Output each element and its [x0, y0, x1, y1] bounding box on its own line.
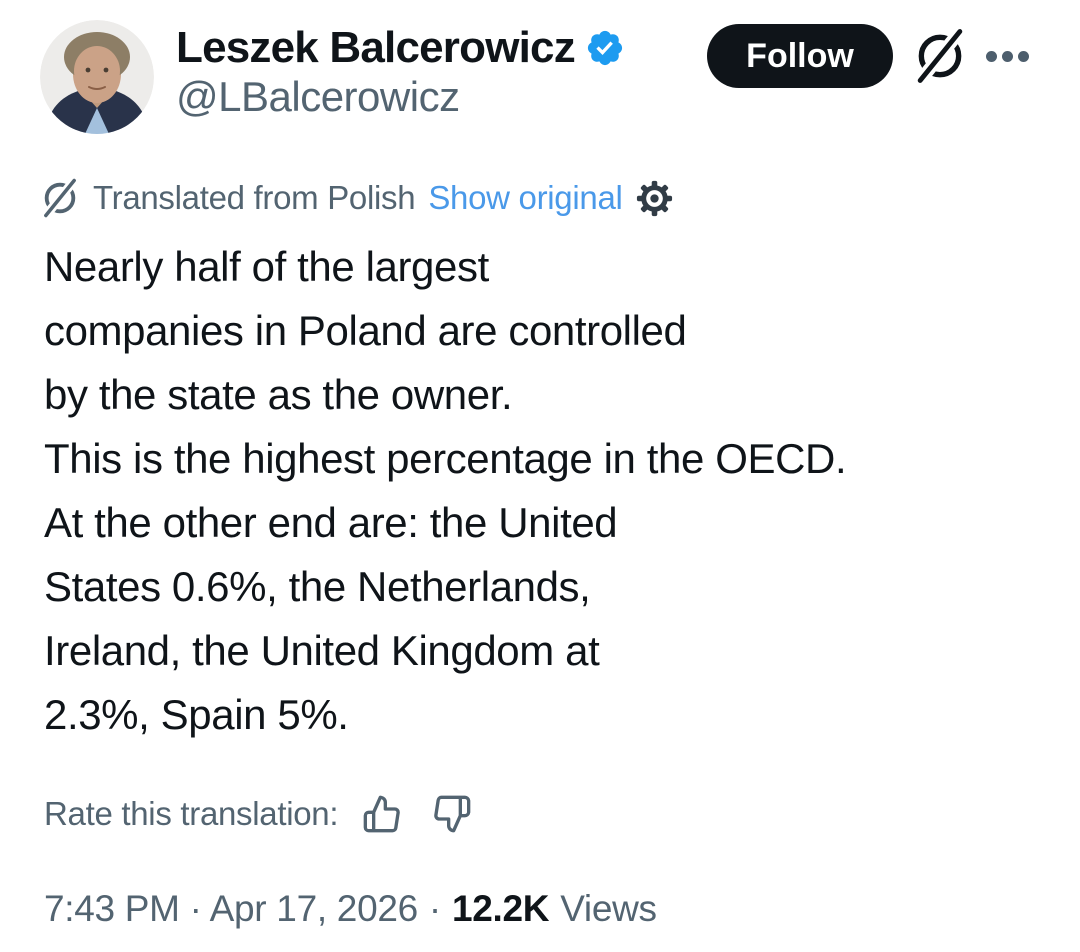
more-ellipsis-icon [1018, 50, 1029, 62]
translation-bar: Translated from Polish Show original [40, 177, 673, 219]
tweet-text-line: companies in Poland are controlled [44, 307, 687, 354]
thumb-up-icon [363, 795, 401, 833]
follow-button[interactable]: Follow [707, 24, 893, 88]
tweet-text-line: Nearly half of the largest [44, 243, 489, 290]
tweet-meta-row: 7:43 PM · Apr 17, 2026 · 12.2K Views [44, 888, 657, 930]
tweet-text-line: States 0.6%, the Netherlands, [44, 563, 591, 610]
grok-slash-circle-icon [915, 27, 965, 85]
verified-badge-icon[interactable] [585, 28, 625, 68]
thumb-down-icon [434, 795, 471, 833]
timestamp: 7:43 PM · Apr 17, 2026 [44, 888, 418, 929]
views-label: Views [560, 888, 657, 929]
rate-translation-label: Rate this translation: [44, 795, 339, 832]
avatar-portrait [40, 20, 154, 134]
more-ellipsis-icon [1002, 50, 1013, 62]
tweet-text-line: 2.3%, Spain 5%. [44, 691, 349, 738]
tweet-text-line: At the other end are: the United [44, 499, 618, 546]
rate-translation-row: Rate this translation: [44, 792, 472, 836]
thumb-down-button[interactable] [432, 794, 472, 834]
user-handle[interactable]: @LBalcerowicz [176, 73, 460, 120]
grok-slash-circle-icon [42, 178, 78, 218]
tweet-text: Nearly half of the largest companies in … [44, 235, 847, 747]
tweet-text-line: This is the highest percentage in the OE… [44, 435, 847, 482]
user-name-block: Leszek Balcerowicz @LBalcerowicz [176, 24, 625, 120]
gear-icon [636, 180, 672, 216]
thumb-up-button[interactable] [362, 794, 402, 834]
translated-from-label: Translated from Polish [93, 179, 416, 216]
show-original-link[interactable]: Show original [428, 179, 623, 216]
meta-separator: · [428, 888, 441, 929]
grok-button[interactable] [912, 27, 968, 85]
views-count: 12.2K [451, 888, 550, 929]
tweet-text-line: Ireland, the United Kingdom at [44, 627, 600, 674]
translation-settings-button[interactable] [636, 180, 673, 217]
more-button[interactable] [986, 49, 1029, 63]
tweet-text-line: by the state as the owner. [44, 371, 513, 418]
display-name[interactable]: Leszek Balcerowicz [176, 23, 576, 72]
more-ellipsis-icon [986, 50, 997, 62]
avatar[interactable] [40, 20, 154, 134]
